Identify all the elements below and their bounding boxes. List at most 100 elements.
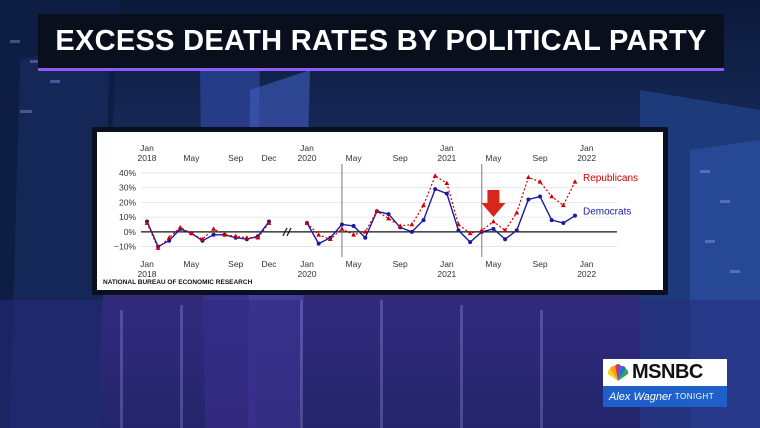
network-logo: MSNBC Alex Wagner TONIGHT [603,359,727,407]
republicans-point [233,233,239,239]
logo-brand: MSNBC [632,361,703,383]
republicans-point [144,220,150,225]
democrats-line [146,221,270,248]
top-tick-label: Sep [532,153,547,163]
democrats-point [386,212,391,217]
bottom-tick-label: Sep [532,259,547,269]
bottom-tick-label: 2021 [437,269,456,279]
democrats-point [503,237,508,242]
republicans-point [502,227,508,233]
democrats-point [316,241,321,246]
democrats-point [339,222,344,227]
democrats-point [167,238,172,243]
y-tick-label: 40% [119,168,136,178]
top-tick-label: Sep [393,153,408,163]
annotation-arrow-head [481,203,506,217]
republicans-point [374,208,380,214]
republicans-point [211,226,216,231]
republicans-point [351,232,357,237]
bottom-tick-label: Sep [393,259,408,269]
y-tick-label: 30% [119,183,136,193]
top-tick-label: Jan [580,143,594,153]
republicans-point [155,245,161,250]
logo-top: MSNBC [603,359,727,386]
democrats-point [573,213,577,218]
republicans-point [444,180,450,186]
democrats-point [526,197,531,202]
republicans-point [525,174,531,180]
democrats-point [421,218,426,223]
top-tick-label: May [485,153,502,163]
top-tick-label: 2022 [577,153,596,163]
peacock-icon [607,363,629,381]
democrats-line [306,188,576,245]
democrats-point [444,191,449,196]
logo-bottom: Alex Wagner TONIGHT [603,386,727,407]
democrats-point [468,240,473,245]
democrats-point [514,228,519,233]
top-tick-label: Jan [440,143,454,153]
democrats-point [409,229,414,234]
republicans-point [397,223,403,228]
republicans-point [560,202,566,208]
republicans-point [316,232,322,237]
republicans-point [432,173,438,178]
axis-break-mark [282,227,288,237]
democrats-point [211,232,216,237]
headline-title: EXCESS DEATH RATES BY POLITICAL PARTY [55,24,707,57]
y-tick-label: 0% [124,227,137,237]
top-tick-label: Dec [261,153,277,163]
republicans-point [244,235,250,240]
bottom-tick-label: May [346,259,363,269]
republicans-point [409,221,415,227]
axis-break-mark [286,227,292,237]
republicans-point [386,216,391,221]
republicans-point [514,210,520,215]
republicans-point [166,235,172,240]
democrats-point [538,194,543,199]
bottom-tick-label: Jan [300,259,314,269]
republicans-point [327,236,333,242]
republicans-point [188,230,194,236]
bottom-tick-label: Jan [140,259,154,269]
republicans-point [421,202,426,208]
bottom-tick-label: May [485,259,502,269]
show-name: Alex Wagner [609,390,672,403]
annotation-arrow-shaft [487,190,500,203]
headline-bar: EXCESS DEATH RATES BY POLITICAL PARTY [38,14,724,71]
republicans-line [146,222,270,250]
republicans-point [467,230,473,236]
republicans-point [479,227,485,233]
top-tick-label: May [346,153,363,163]
y-tick-label: 10% [119,212,136,222]
top-tick-label: 2021 [437,153,456,163]
democrats-point [363,235,368,240]
source-credit: NATIONAL BUREAU OF ECONOMIC RESEARCH [103,279,253,286]
top-tick-label: Jan [140,143,154,153]
democrats-point [456,228,461,233]
republicans-point [266,220,272,225]
top-tick-label: 2020 [298,153,317,163]
republicans-point [572,179,578,184]
republicans-point [255,235,261,240]
top-tick-label: May [183,153,200,163]
bottom-tick-label: Jan [440,259,454,269]
democrats-point [549,218,554,223]
republicans-point [491,218,496,224]
bottom-tick-label: May [183,259,200,269]
top-tick-label: Sep [228,153,243,163]
republicans-point [362,229,368,234]
bottom-tick-label: Jan [580,259,594,269]
chart-card: 40% 30% 20% 10% 0% −10% Jan 2018 May Sep Dec Jan 201… [97,132,663,290]
bottom-tick-label: Sep [228,259,243,269]
top-tick-label: Jan [300,143,314,153]
series-label-democrats: Democrats [583,207,631,218]
republicans-point [222,232,228,237]
y-tick-label: −10% [114,242,136,252]
bottom-tick-label: 2018 [138,269,157,279]
democrats-point [561,221,566,226]
democrats-point [433,187,438,192]
republicans-point [200,236,205,242]
republicans-point [537,179,543,184]
